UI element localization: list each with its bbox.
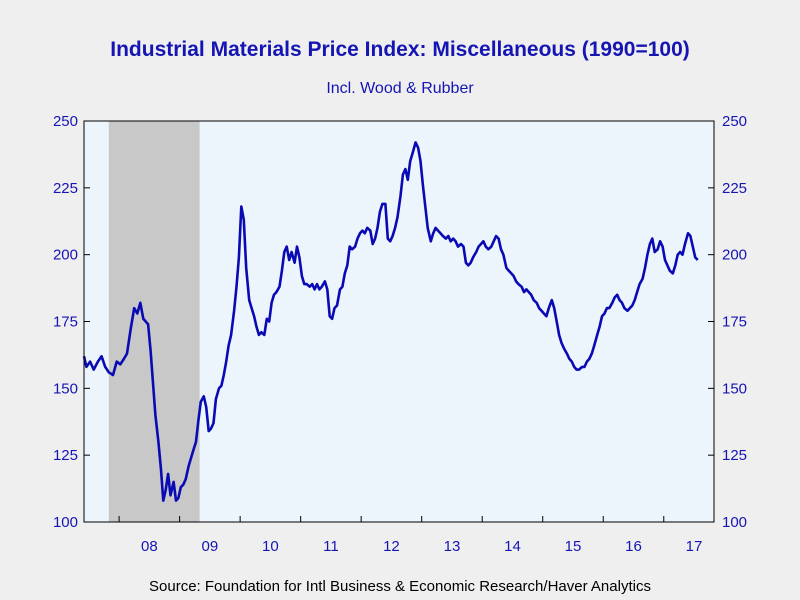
y-tick-label-left: 200 <box>53 247 78 264</box>
x-tick-label: 16 <box>625 538 642 555</box>
y-tick-label-right: 200 <box>722 247 747 264</box>
x-tick-label: 10 <box>262 538 279 555</box>
y-tick-label-right: 100 <box>722 514 747 531</box>
x-tick-label: 15 <box>565 538 582 555</box>
recession-shading <box>108 121 200 522</box>
x-tick-label: 09 <box>202 538 219 555</box>
series-line <box>82 141 699 502</box>
y-tick-label-left: 225 <box>53 180 78 197</box>
x-tick-label: 12 <box>383 538 400 555</box>
y-tick-label-left: 150 <box>53 380 78 397</box>
x-tick-label: 17 <box>686 538 703 555</box>
y-tick-label-right: 125 <box>722 447 747 464</box>
y-tick-label-left: 125 <box>53 447 78 464</box>
chart-title: Industrial Materials Price Index: Miscel… <box>110 38 690 61</box>
x-tick-label: 08 <box>141 538 158 555</box>
source-note: Source: Foundation for Intl Business & E… <box>149 578 651 595</box>
x-tick-label: 11 <box>323 538 339 555</box>
y-tick-label-right: 250 <box>722 113 747 130</box>
y-tick-label-left: 175 <box>53 314 78 331</box>
y-tick-label-right: 225 <box>722 180 747 197</box>
y-tick-label-right: 175 <box>722 314 747 331</box>
chart-subtitle: Incl. Wood & Rubber <box>326 80 474 97</box>
x-tick-label: 14 <box>504 538 521 555</box>
y-tick-label-left: 250 <box>53 113 78 130</box>
y-tick-label-right: 150 <box>722 380 747 397</box>
x-tick-label: 13 <box>444 538 461 555</box>
y-tick-label-left: 100 <box>53 514 78 531</box>
